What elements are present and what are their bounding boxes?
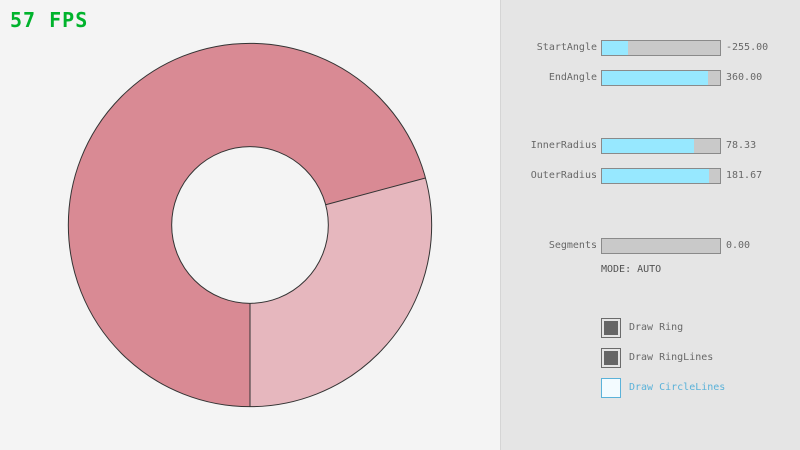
segments-value: 0.00 xyxy=(726,240,751,251)
outerradius-slider[interactable] xyxy=(601,168,721,184)
endangle-slider[interactable] xyxy=(601,70,721,86)
slider-row-endangle: EndAngle 360.00 xyxy=(501,70,800,86)
slider-row-innerradius: InnerRadius 78.33 xyxy=(501,138,800,154)
slider-row-outerradius: OuterRadius 181.67 xyxy=(501,168,800,184)
mode-text: MODE: AUTO xyxy=(601,264,662,275)
draw-circlelines-label: Draw CircleLines xyxy=(629,382,726,393)
checkbox-row-draw-ring: Draw Ring xyxy=(601,318,800,338)
outerradius-value: 181.67 xyxy=(726,170,763,181)
startangle-label: StartAngle xyxy=(536,42,597,53)
draw-ringlines-checkbox[interactable] xyxy=(601,348,621,368)
innerradius-slider-fill xyxy=(602,139,695,153)
draw-circlelines-checkbox[interactable] xyxy=(601,378,621,398)
outerradius-slider-fill xyxy=(602,169,710,183)
draw-ring-label: Draw Ring xyxy=(629,322,684,333)
startangle-slider[interactable] xyxy=(601,40,721,56)
segments-slider[interactable] xyxy=(601,238,721,254)
ring-chart xyxy=(67,42,433,408)
checkbox-row-draw-ringlines: Draw RingLines xyxy=(601,348,800,368)
fps-counter: 57 FPS xyxy=(10,8,89,32)
startangle-slider-fill xyxy=(602,41,628,55)
slider-row-startangle: StartAngle -255.00 xyxy=(501,40,800,56)
outerradius-label: OuterRadius xyxy=(530,170,597,181)
segments-label: Segments xyxy=(548,240,597,251)
startangle-value: -255.00 xyxy=(726,42,769,53)
endangle-slider-fill xyxy=(602,71,709,85)
endangle-label: EndAngle xyxy=(548,72,597,83)
innerradius-slider[interactable] xyxy=(601,138,721,154)
checkbox-row-draw-circlelines: Draw CircleLines xyxy=(601,378,800,398)
draw-ring-checkbox[interactable] xyxy=(601,318,621,338)
slider-row-segments: Segments 0.00 xyxy=(501,238,800,254)
draw-ringlines-label: Draw RingLines xyxy=(629,352,714,363)
endangle-value: 360.00 xyxy=(726,72,763,83)
controls-panel: StartAngle -255.00 EndAngle 360.00 Inner… xyxy=(500,0,800,450)
innerradius-label: InnerRadius xyxy=(530,140,597,151)
innerradius-value: 78.33 xyxy=(726,140,757,151)
